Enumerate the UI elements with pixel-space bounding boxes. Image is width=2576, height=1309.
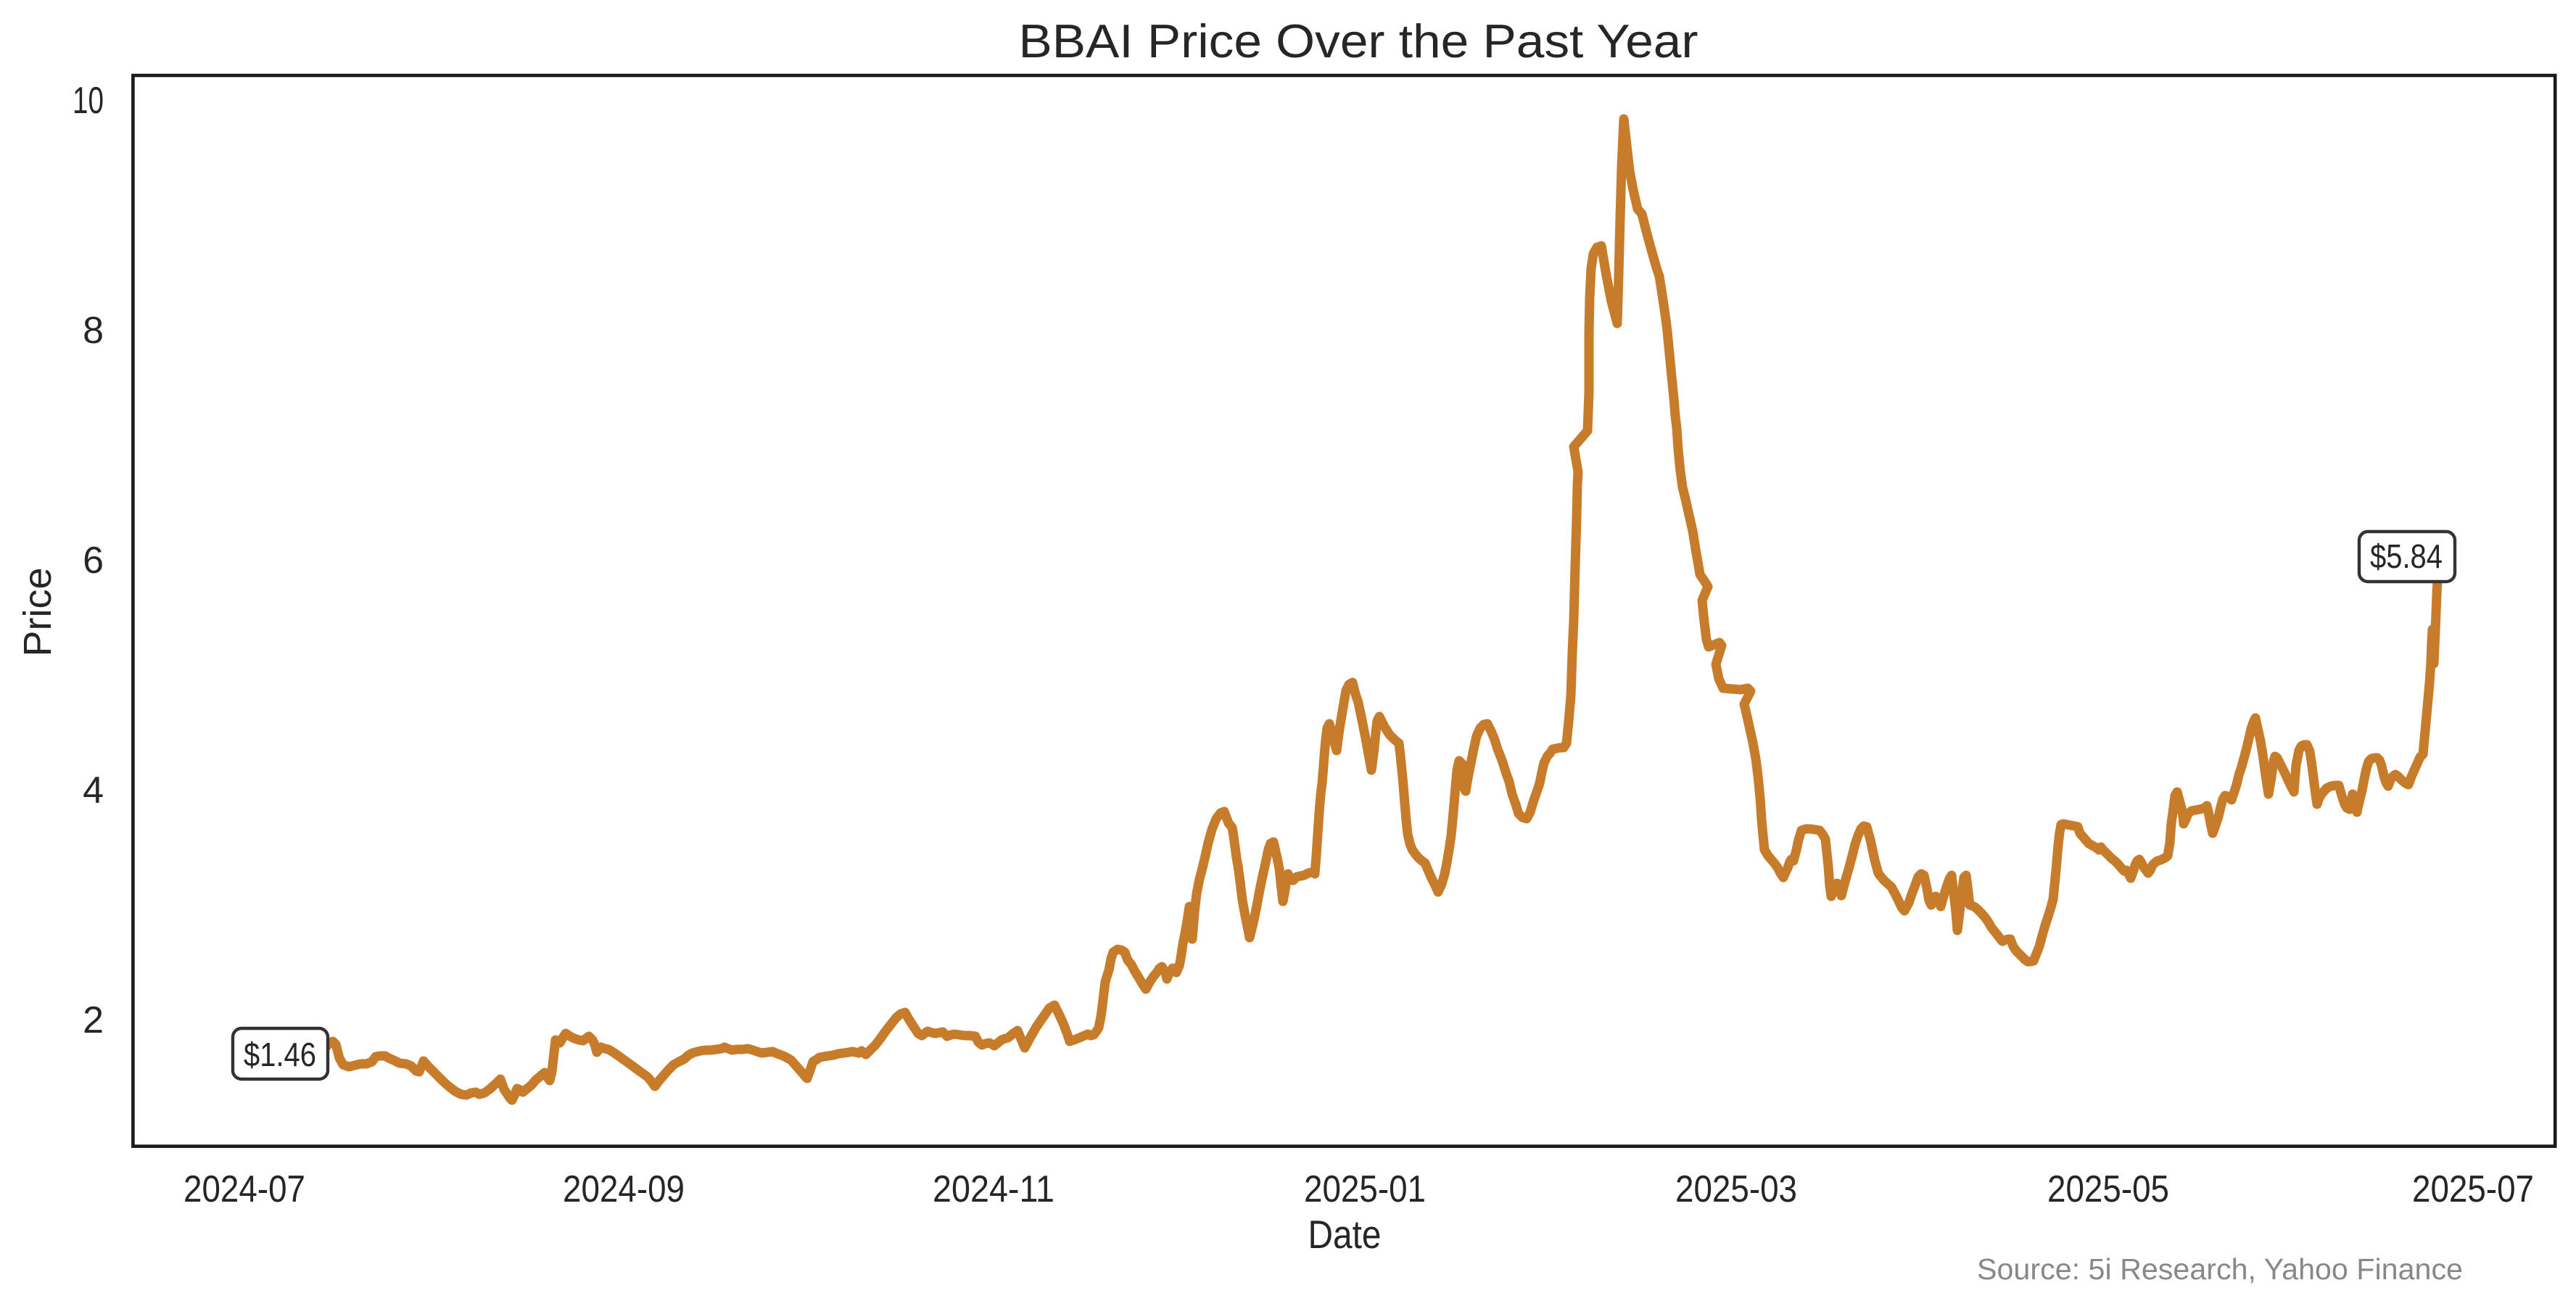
svg-text:2025-07: 2025-07 [2412,1168,2534,1210]
svg-text:2: 2 [83,999,104,1041]
svg-text:Source: 5i Research, Yahoo Fin: Source: 5i Research, Yahoo Finance [1977,1252,2463,1286]
svg-text:$5.84: $5.84 [2370,537,2443,575]
svg-text:2025-01: 2025-01 [1304,1168,1426,1210]
svg-text:BBAI Price Over the Past Year: BBAI Price Over the Past Year [1019,15,1698,67]
svg-text:2025-03: 2025-03 [1675,1168,1797,1210]
svg-text:2024-07: 2024-07 [183,1168,305,1210]
svg-text:4: 4 [83,769,104,812]
svg-text:2024-11: 2024-11 [933,1168,1054,1210]
svg-text:8: 8 [83,310,104,352]
svg-text:$1.46: $1.46 [244,1036,316,1073]
svg-text:10: 10 [73,80,104,122]
svg-text:Date: Date [1308,1212,1382,1257]
svg-text:Price: Price [16,567,59,656]
svg-text:6: 6 [83,540,104,582]
svg-text:2024-09: 2024-09 [563,1168,685,1210]
svg-text:2025-05: 2025-05 [2047,1168,2169,1210]
